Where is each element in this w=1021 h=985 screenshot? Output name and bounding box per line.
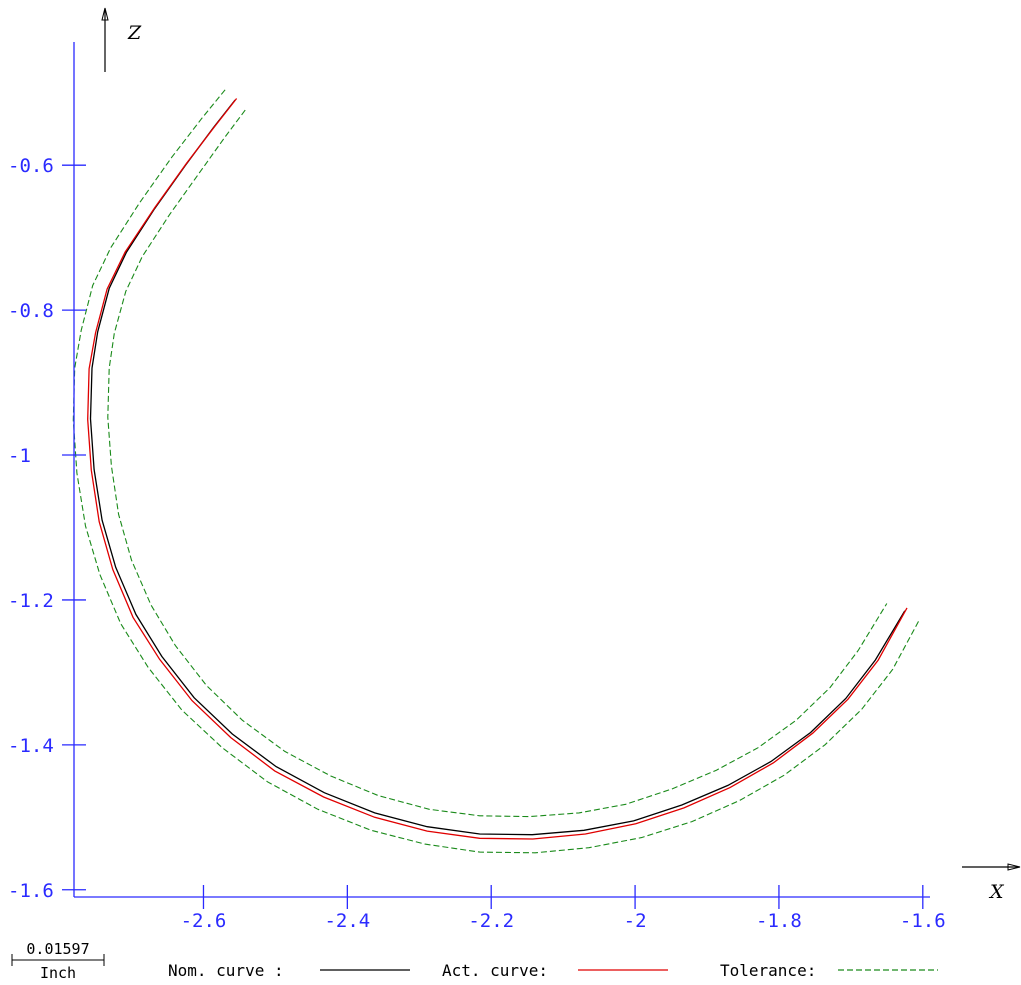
z-axis-title: Z bbox=[127, 22, 142, 44]
x-tick-label: -2.2 bbox=[468, 910, 514, 932]
scale-bar-unit: Inch bbox=[40, 964, 76, 982]
y-tick-label: -0.6 bbox=[8, 155, 54, 177]
y-tick-label: -1.2 bbox=[8, 590, 54, 612]
axes-layer bbox=[73, 42, 930, 898]
y-tick-label: -1.4 bbox=[8, 735, 54, 757]
series-3-line bbox=[107, 109, 888, 818]
x-tick-label: -2.6 bbox=[181, 910, 227, 932]
x-tick-label: -1.6 bbox=[900, 910, 946, 932]
series-0-line bbox=[89, 99, 906, 836]
legend-label-tolerance: Tolerance: bbox=[720, 961, 816, 980]
y-tick-label: -1.6 bbox=[8, 880, 54, 902]
curves-layer bbox=[72, 89, 921, 854]
x-tick-label: -2.4 bbox=[324, 910, 370, 932]
scale-bar-value: 0.01597 bbox=[26, 940, 89, 958]
series-1-line bbox=[87, 98, 908, 840]
z-arrow-icon bbox=[101, 7, 109, 72]
series-2-line bbox=[72, 89, 921, 854]
x-arrow-icon bbox=[962, 863, 1021, 871]
legend: Nom. curve : Act. curve: Tolerance: bbox=[168, 961, 938, 980]
x-tick-label: -2 bbox=[624, 910, 647, 932]
legend-label-nominal: Nom. curve : bbox=[168, 961, 284, 980]
x-tick-label: -1.8 bbox=[756, 910, 802, 932]
x-axis-title: X bbox=[988, 881, 1005, 903]
y-tick-label: -0.8 bbox=[8, 300, 54, 322]
ticks-layer: -2.6 -2.4 -2.2 -2 -1.8 -1.6 -0.6 -0.8 -1 -1.2 -1.4… bbox=[8, 155, 946, 932]
scale-bar: 0.01597 Inch bbox=[11, 940, 105, 982]
y-tick-label: -1 bbox=[8, 445, 31, 467]
legend-label-actual: Act. curve: bbox=[442, 961, 548, 980]
